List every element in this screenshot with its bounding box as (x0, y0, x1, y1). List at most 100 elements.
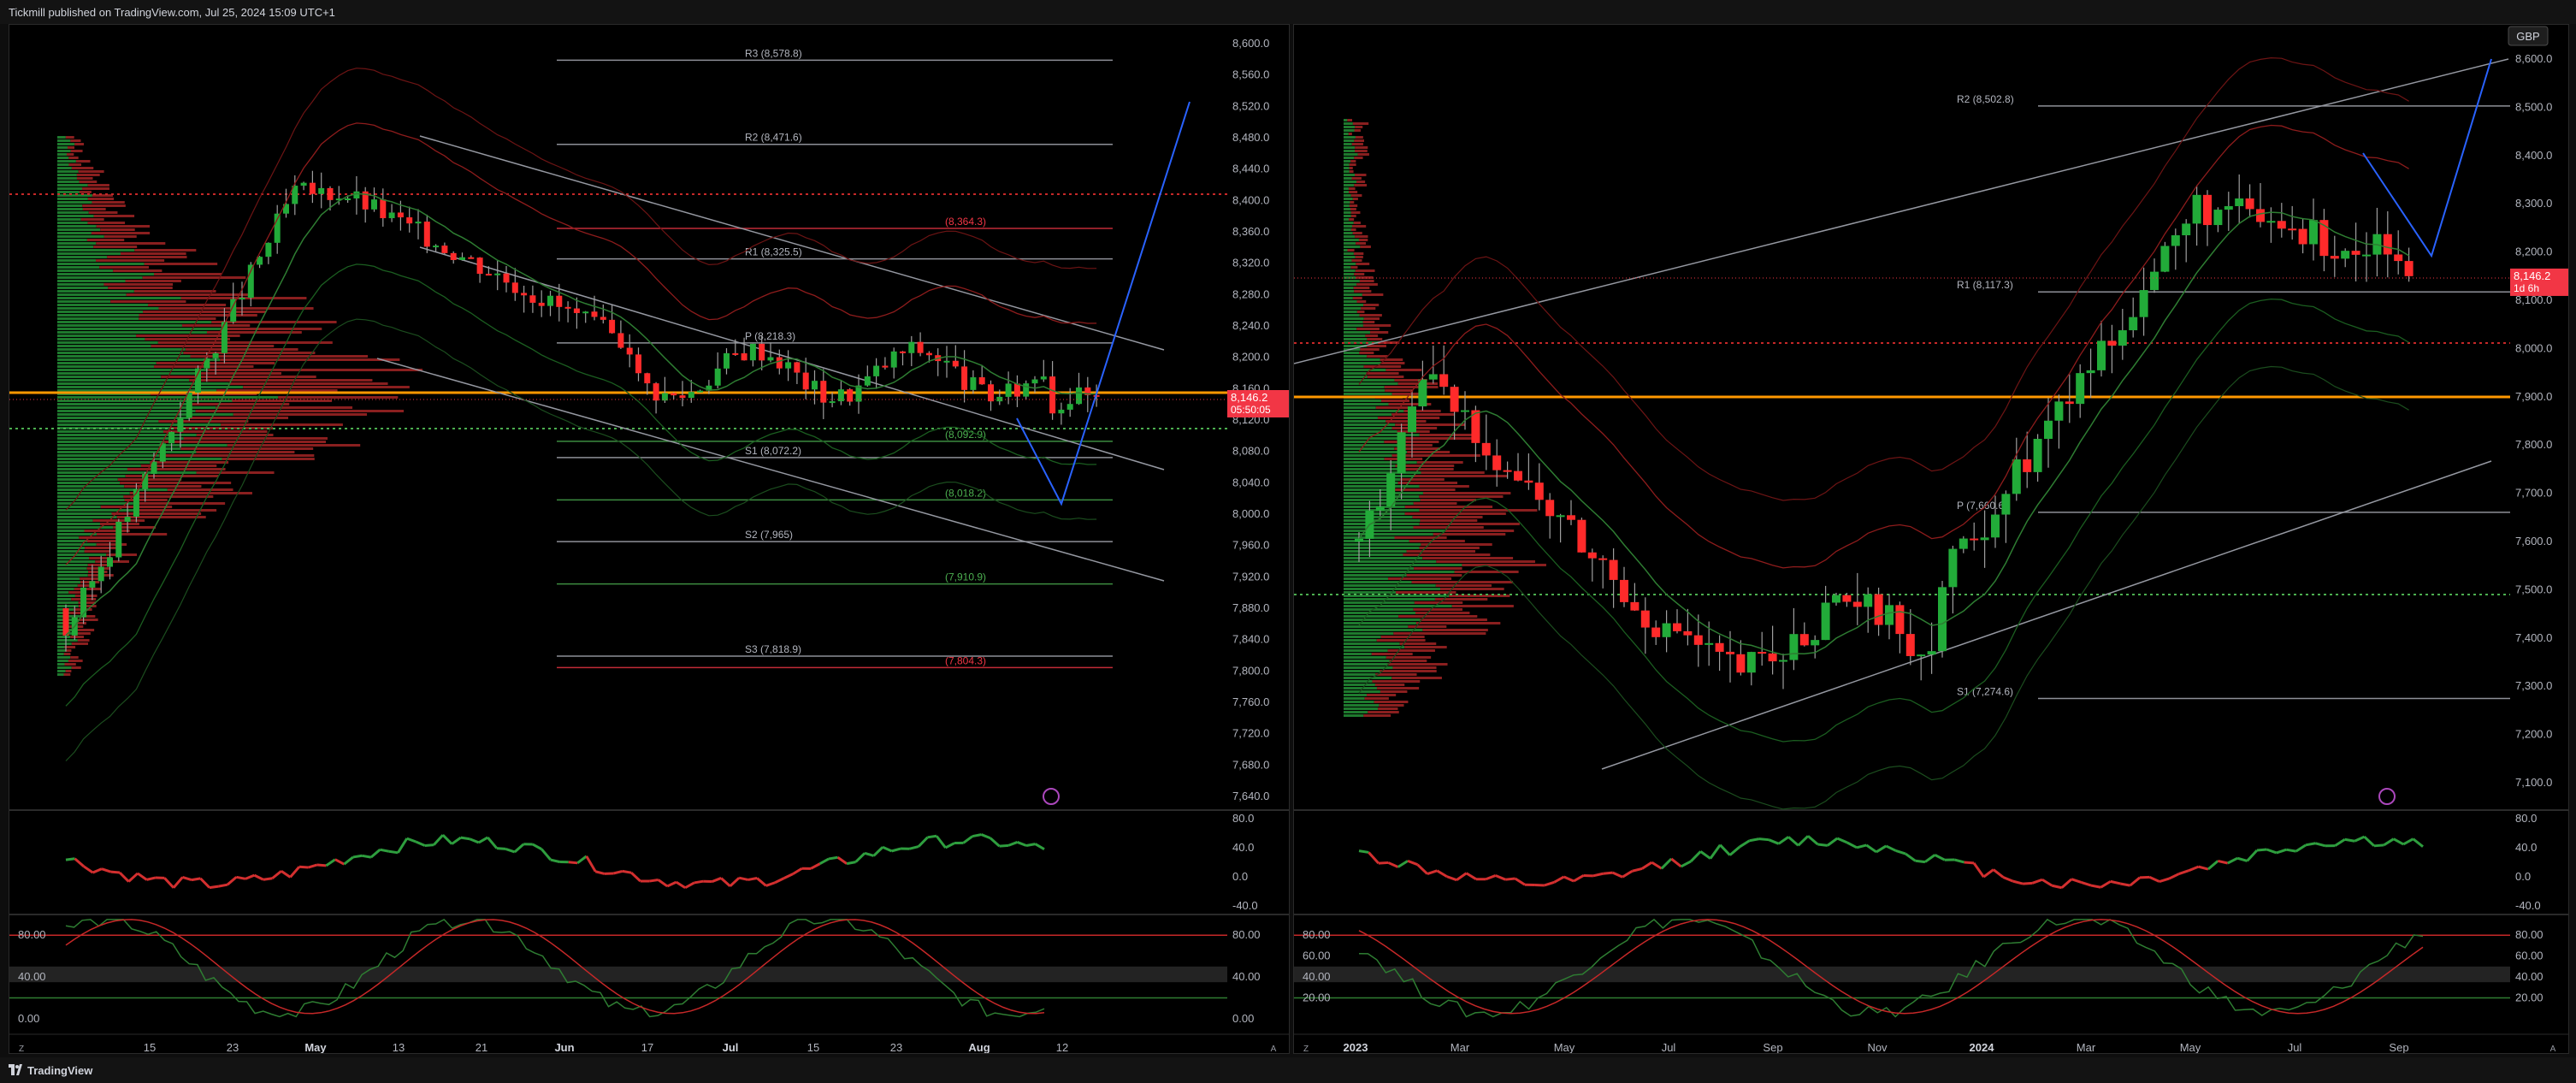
auto-scale-button[interactable]: A (1271, 1045, 1277, 1053)
currency-badge-label[interactable]: GBP (2516, 30, 2539, 43)
volume-profile-bar-down (1385, 369, 1421, 371)
volume-profile-bar-down (143, 276, 246, 279)
candle-bull (2140, 290, 2148, 317)
volume-profile-bar-up (57, 174, 77, 176)
timezone-button[interactable]: Z (1303, 1045, 1309, 1053)
volume-profile-bar-up (1344, 256, 1356, 258)
volume-profile-bar-down (1404, 437, 1479, 440)
volume-profile-bar-down (1350, 204, 1357, 207)
rsi-line-segment (1837, 838, 1846, 843)
volume-profile-bar-down (1455, 571, 1519, 573)
volume-profile-bar-up (57, 656, 70, 659)
volume-profile-bar-up (57, 468, 127, 470)
candle-bull (768, 358, 774, 361)
volume-profile-bar-up (57, 403, 186, 405)
volume-profile-bar-up (1344, 601, 1415, 604)
timezone-button[interactable]: Z (19, 1045, 24, 1053)
volume-profile-bar-down (103, 283, 173, 286)
volume-profile-bar-up (57, 488, 168, 491)
volume-profile-bar-up (57, 663, 64, 666)
volume-profile-bar-up (1344, 663, 1388, 666)
volume-profile-bar-up (1344, 622, 1416, 624)
volume-profile-bar-down (134, 249, 196, 252)
volume-profile-bar-up (1344, 369, 1385, 371)
candle-bull (222, 322, 227, 353)
volume-profile-bar-up (57, 249, 134, 252)
volume-profile-bar-up (1344, 379, 1394, 382)
rsi-line-segment (694, 881, 703, 883)
rsi-line-segment (2100, 881, 2110, 887)
rsi-line-segment (1905, 854, 1915, 861)
trend-line (1602, 461, 2491, 769)
volume-profile-bar-up (57, 153, 67, 156)
volume-profile-bar-up (57, 187, 82, 190)
left-chart-pane[interactable]: 8,600.0 8,560.0 8,520.0 8,480.0 8,440.0 8,400… (9, 24, 1290, 1054)
volume-profile-bar-up (1344, 636, 1381, 638)
lightning-alert-icon[interactable] (2379, 789, 2395, 804)
rsi-line-segment (2120, 884, 2130, 885)
candle-bear (1651, 628, 1660, 637)
rsi-line-segment (587, 856, 595, 872)
candle-bear (486, 274, 492, 275)
volume-profile-bar-down (1358, 153, 1369, 156)
volume-profile-bar-up (57, 167, 72, 169)
volume-profile-bar-up (1344, 334, 1365, 337)
volume-profile-bar-up (57, 571, 88, 573)
volume-profile-bar-down (243, 386, 410, 388)
rsi-line-segment (281, 871, 290, 877)
rsi-line-segment (2052, 885, 2061, 888)
right-chart-canvas[interactable]: 8,600.0 8,500.0 8,400.0 8,300.0 8,200.0 8,100… (1294, 25, 2568, 1053)
volume-profile-bar-up (57, 146, 68, 149)
right-chart-pane[interactable]: 8,600.0 8,500.0 8,400.0 8,300.0 8,200.0 8,100… (1293, 24, 2569, 1054)
rsi-line-segment (2169, 874, 2178, 879)
pivot-level-label: R1 (8,325.5) (745, 246, 802, 258)
volume-profile-bar-up (1344, 198, 1353, 200)
rsi-line-segment (1886, 846, 1895, 851)
stoch-axis-label-left: 60.00 (1303, 950, 1331, 962)
volume-profile-bar-up (57, 413, 233, 416)
lightning-alert-icon[interactable] (1043, 789, 1059, 804)
stoch-axis-label: 0.00 (1232, 1012, 1254, 1025)
volume-profile-bar-up (1344, 458, 1385, 460)
candle-bull (1705, 643, 1713, 645)
volume-profile-bar-down (1416, 622, 1500, 624)
left-chart-canvas[interactable]: 8,600.0 8,560.0 8,520.0 8,480.0 8,440.0 8,400… (9, 25, 1289, 1053)
auto-scale-button[interactable]: A (2550, 1045, 2556, 1053)
volume-profile-bar-down (1356, 256, 1363, 258)
rsi-line-segment (1671, 859, 1681, 867)
volume-profile-bar-up (57, 157, 68, 159)
rsi-line-segment (1368, 852, 1378, 863)
volume-profile-bar-down (233, 413, 367, 416)
volume-profile-bar-down (89, 211, 118, 214)
candle-bull (715, 369, 721, 386)
stoch-axis-label: 20.00 (2515, 991, 2544, 1003)
candle-bull (416, 222, 422, 223)
rsi-line-segment (2248, 850, 2257, 861)
rsi-line-segment (2345, 839, 2354, 841)
rsi-line-segment (1496, 875, 1505, 879)
rsi-line-segment (236, 877, 245, 879)
rsi-line-segment (479, 837, 487, 843)
candle-bear (328, 188, 334, 200)
volume-profile-bar-up (1344, 194, 1351, 197)
volume-profile-bar-down (118, 478, 181, 481)
date-axis-label: Jul (1662, 1041, 1676, 1053)
volume-profile-bar-up (57, 584, 78, 587)
tradingview-brand-text[interactable]: TradingView (27, 1064, 92, 1077)
volume-profile-bar-down (1354, 139, 1364, 142)
candle-bull (812, 381, 818, 389)
candle-bear (671, 394, 676, 396)
pivot-level-label: R2 (8,471.6) (745, 132, 802, 144)
rsi-line-segment (425, 845, 434, 846)
publish-info-text: Tickmill published on TradingView.com, J… (9, 6, 335, 19)
volume-profile-bar-down (139, 317, 216, 320)
rsi-line-segment (353, 855, 362, 857)
volume-profile-bar-up (57, 588, 74, 590)
candle-bear (653, 383, 659, 400)
volume-profile-bar-up (57, 382, 229, 385)
volume-profile-bar-up (1344, 690, 1380, 693)
tradingview-logo-icon[interactable] (9, 1064, 22, 1076)
rsi-line-segment (569, 862, 577, 863)
pivot-level-label: (7,910.9) (945, 571, 986, 583)
volume-profile-bar-down (1365, 697, 1389, 700)
